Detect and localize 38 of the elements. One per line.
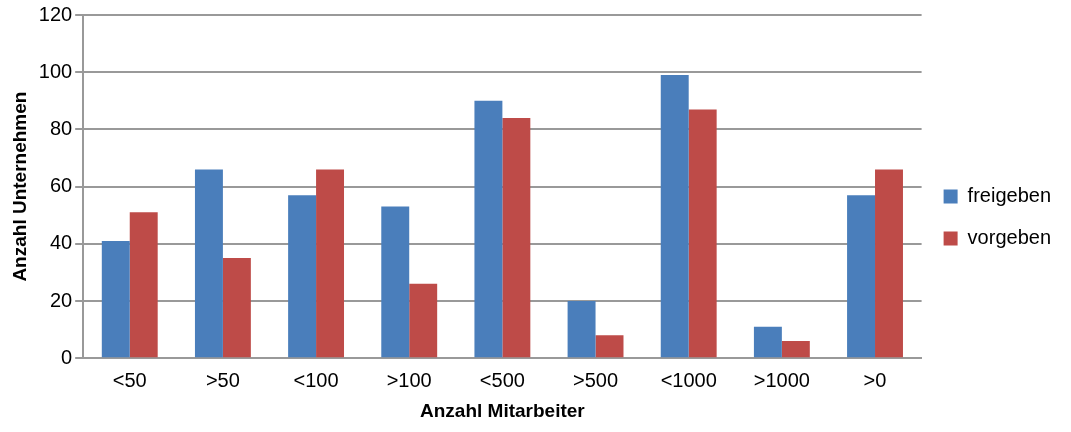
x-tick-label: >100 bbox=[386, 368, 432, 391]
y-tick-label: 80 bbox=[49, 116, 73, 139]
y-tick-label: 0 bbox=[61, 345, 73, 368]
x-tick-label: <500 bbox=[479, 368, 525, 391]
bar bbox=[875, 169, 903, 358]
x-axis-title: Anzahl Mitarbeiter bbox=[420, 399, 586, 421]
bar bbox=[567, 301, 596, 358]
y-tick-label: 60 bbox=[49, 174, 73, 197]
y-axis-title: Anzahl Unternehmen bbox=[8, 91, 30, 282]
y-tick-label: 20 bbox=[49, 288, 73, 311]
bar bbox=[222, 258, 251, 358]
y-tick-label: 120 bbox=[38, 2, 73, 25]
bar bbox=[847, 195, 876, 358]
bar bbox=[288, 195, 317, 358]
bar bbox=[129, 212, 158, 358]
x-tick-label: >0 bbox=[863, 368, 887, 391]
bar bbox=[409, 283, 438, 358]
bar bbox=[194, 169, 223, 358]
x-tick-label: <50 bbox=[112, 368, 147, 391]
bar bbox=[502, 117, 531, 358]
legend-label: freigeben bbox=[967, 184, 1052, 207]
bar bbox=[660, 75, 689, 358]
y-tick-label: 100 bbox=[38, 59, 73, 82]
bar bbox=[753, 326, 782, 358]
bar bbox=[101, 240, 130, 358]
bar bbox=[381, 206, 410, 358]
x-tick-label: >50 bbox=[205, 368, 240, 391]
x-tick-label: >1000 bbox=[753, 368, 810, 391]
bar bbox=[474, 100, 503, 358]
bar bbox=[781, 341, 810, 358]
bar bbox=[688, 109, 717, 358]
bar bbox=[595, 335, 624, 358]
x-tick-label: <1000 bbox=[660, 368, 717, 391]
x-tick-label: <100 bbox=[293, 368, 339, 391]
bar bbox=[316, 169, 345, 358]
y-tick-label: 40 bbox=[49, 231, 73, 254]
x-tick-label: >500 bbox=[573, 368, 619, 391]
legend-label: vorgeben bbox=[967, 226, 1052, 249]
